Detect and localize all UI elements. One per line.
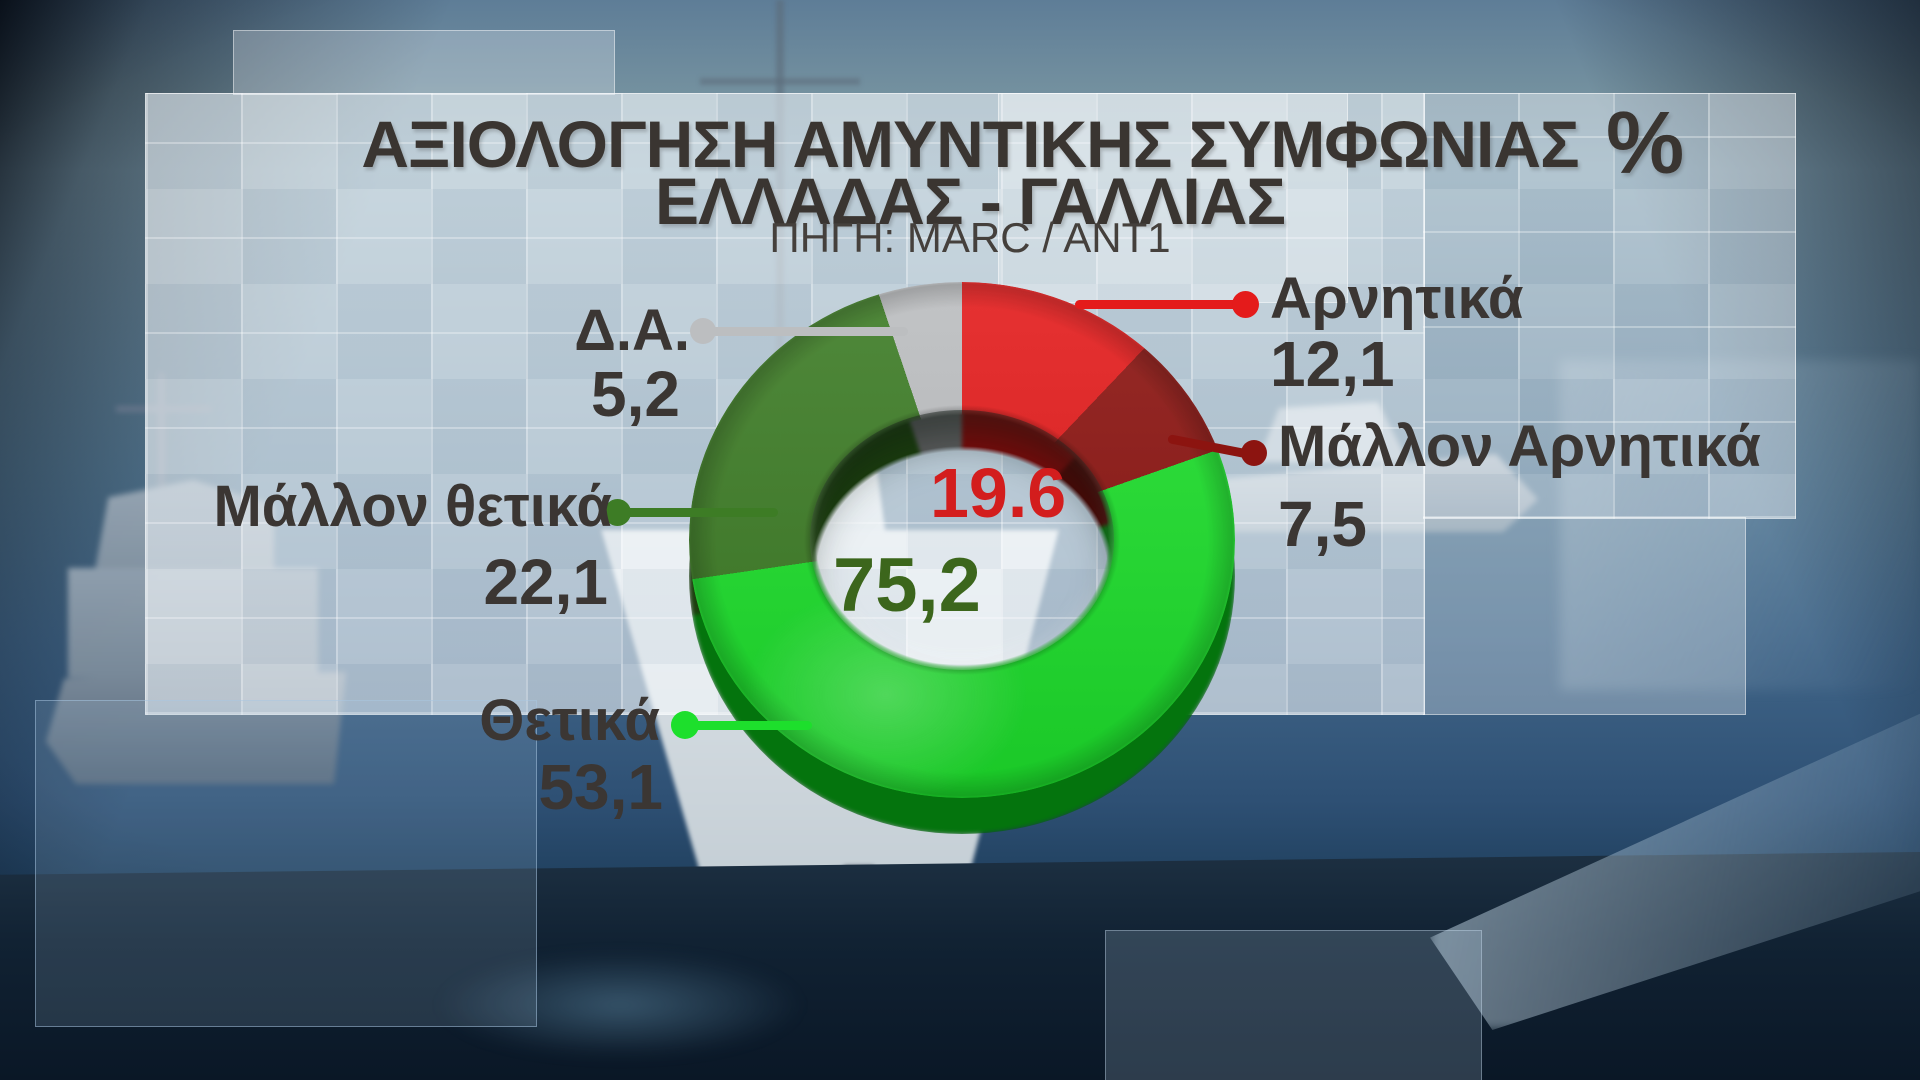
distant-wake: [1560, 360, 1920, 690]
connector-rather-negative-dot: [1241, 440, 1267, 466]
percent-unit-symbol: %: [1606, 93, 1685, 192]
connector-rather-positive-dot: [604, 499, 631, 526]
frosted-panel-bottom-left: [35, 700, 537, 1027]
donut-hole-inner-shadow: [810, 410, 1114, 670]
frosted-panel-bright: [998, 93, 1348, 303]
label-positive: Θετικά: [479, 688, 660, 753]
donut-gloss-overlay: [689, 282, 1235, 798]
frosted-panel-bottom-right: [1105, 930, 1482, 1080]
label-rather-positive: Μάλλον θετικά: [213, 474, 612, 539]
value-rather-negative: 7,5: [1278, 488, 1367, 560]
frosted-panel-right: [1423, 93, 1796, 519]
connector-positive: [692, 721, 812, 730]
frosted-panel-right-lower: [1423, 517, 1746, 715]
connector-negative-dot: [1232, 291, 1259, 318]
value-no-answer: 5,2: [591, 358, 680, 430]
connector-no-answer: [700, 327, 908, 336]
value-negative: 12,1: [1270, 328, 1395, 400]
sea-foam: [360, 930, 880, 1080]
label-no-answer: Δ.Α.: [574, 298, 690, 363]
value-positive: 53,1: [538, 751, 663, 823]
connector-rather-positive: [618, 508, 778, 517]
label-negative: Αρνητικά: [1270, 266, 1524, 331]
total-negative-value: 19.6: [930, 454, 1067, 532]
connector-no-answer-dot: [690, 318, 716, 344]
value-rather-positive: 22,1: [483, 546, 608, 618]
label-rather-negative: Μάλλον Αρνητικά: [1278, 414, 1761, 479]
connector-negative: [1075, 300, 1247, 309]
frosted-panel-top-left: [233, 30, 615, 95]
connector-positive-dot: [671, 711, 699, 739]
total-positive-value: 75,2: [833, 543, 981, 628]
chart-source: ΠΗΓΗ: MARC / ANT1: [769, 214, 1171, 261]
chart-title-line1: ΑΞΙΟΛΟΓΗΣΗ ΑΜΥΝΤΙΚΗΣ ΣΥΜΦΩΝΙΑΣ: [361, 107, 1579, 181]
chart-title-line2: ΕΛΛΑΔΑΣ - ΓΑΛΛΙΑΣ: [655, 164, 1286, 238]
donut-chart: [689, 282, 1235, 798]
